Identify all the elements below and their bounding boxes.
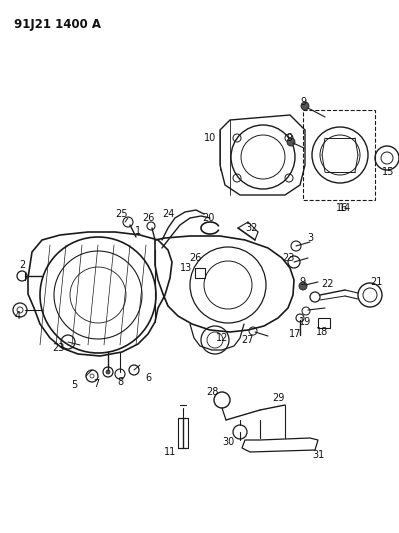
- Text: 30: 30: [222, 437, 234, 447]
- Text: 21: 21: [370, 277, 382, 287]
- Text: 13: 13: [180, 263, 192, 273]
- Circle shape: [287, 138, 295, 146]
- Circle shape: [299, 282, 307, 290]
- Text: 9: 9: [286, 133, 292, 143]
- Text: 9: 9: [300, 97, 306, 107]
- Text: 19: 19: [299, 317, 311, 327]
- Text: 9: 9: [299, 277, 305, 287]
- Text: 26: 26: [142, 213, 154, 223]
- Text: 2: 2: [19, 260, 25, 270]
- Text: 1: 1: [135, 226, 141, 236]
- Text: 26: 26: [189, 253, 201, 263]
- Text: 14: 14: [339, 203, 351, 213]
- Circle shape: [301, 102, 309, 110]
- Text: 23: 23: [282, 253, 294, 263]
- Text: 31: 31: [312, 450, 324, 460]
- Text: 8: 8: [117, 377, 123, 387]
- Text: 15: 15: [382, 167, 394, 177]
- Text: 4: 4: [15, 311, 21, 321]
- Text: 7: 7: [93, 379, 99, 389]
- Text: 23: 23: [52, 343, 64, 353]
- Circle shape: [106, 370, 110, 374]
- Text: 32: 32: [246, 223, 258, 233]
- Text: 27: 27: [242, 335, 254, 345]
- Text: 6: 6: [145, 373, 151, 383]
- Text: 3: 3: [307, 233, 313, 243]
- Text: 12: 12: [216, 333, 228, 343]
- Text: 16: 16: [336, 203, 348, 213]
- Text: 28: 28: [206, 387, 218, 397]
- Text: 10: 10: [204, 133, 216, 143]
- Text: 20: 20: [202, 213, 214, 223]
- Text: 29: 29: [272, 393, 284, 403]
- Text: 25: 25: [116, 209, 128, 219]
- Text: 5: 5: [71, 380, 77, 390]
- Text: 18: 18: [316, 327, 328, 337]
- Bar: [303, 110, 375, 200]
- Text: 11: 11: [164, 447, 176, 457]
- Text: 24: 24: [162, 209, 174, 219]
- Text: 91J21 1400 A: 91J21 1400 A: [14, 18, 101, 31]
- Text: 17: 17: [289, 329, 301, 339]
- Text: 22: 22: [322, 279, 334, 289]
